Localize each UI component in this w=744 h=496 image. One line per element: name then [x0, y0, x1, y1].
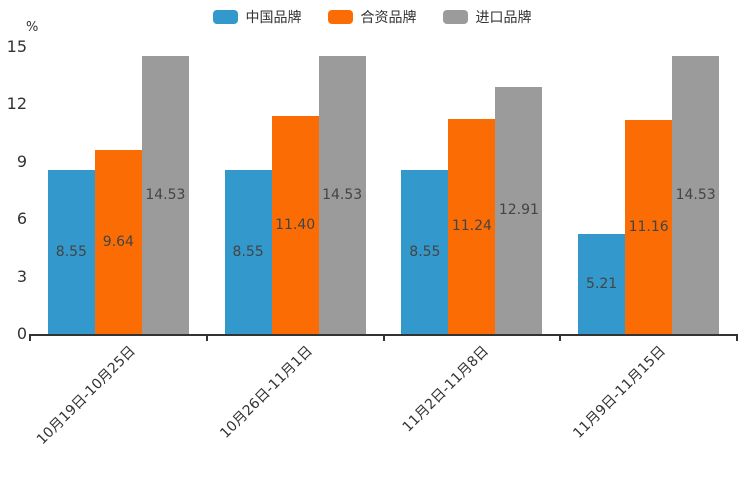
bar-中国品牌: 8.55 — [224, 170, 272, 334]
bar-value-label: 14.53 — [322, 186, 363, 203]
legend: 中国品牌 合资品牌 进口品牌 — [0, 7, 744, 27]
y-axis-tick-label: 12 — [6, 94, 27, 114]
x-axis-category-label: 11月9日-11月15日 — [570, 343, 670, 442]
legend-item-label: 进口品牌 — [475, 10, 532, 26]
bar-中国品牌: 8.55 — [401, 170, 449, 334]
x-axis-tick — [382, 336, 385, 341]
bar-value-label: 14.53 — [145, 186, 186, 203]
x-axis-tick — [29, 336, 31, 341]
bar-value-label: 11.16 — [628, 219, 669, 236]
bar-value-label: 9.64 — [102, 233, 134, 250]
bar-合资品牌: 11.40 — [271, 115, 319, 334]
bar-value-label: 12.91 — [498, 202, 539, 219]
x-axis-category-label: 11月2日-11月8日 — [400, 343, 493, 436]
x-axis-tick — [559, 336, 562, 341]
x-axis-category-label: 10月19日-10月25日 — [33, 343, 139, 448]
x-axis-tick — [205, 336, 208, 341]
bar-进口品牌: 12.91 — [495, 86, 543, 334]
bar-合资品牌: 9.64 — [94, 149, 142, 334]
bar-进口品牌: 14.53 — [318, 55, 366, 334]
legend-item-imported-brands[interactable]: 进口品牌 — [442, 7, 532, 27]
bar-中国品牌: 5.21 — [578, 234, 626, 334]
y-axis-tick-label: 0 — [16, 324, 27, 343]
legend-item-label: 中国品牌 — [245, 10, 302, 26]
bar-value-label: 14.53 — [675, 186, 716, 203]
x-axis-tick — [736, 336, 738, 341]
y-axis-tick-label: 15 — [6, 37, 27, 56]
bar-value-label: 8.55 — [409, 244, 441, 261]
bar-合资品牌: 11.24 — [448, 118, 496, 334]
legend-swatch-icon — [442, 10, 468, 24]
legend-item-label: 合资品牌 — [360, 10, 417, 26]
bar-value-label: 5.21 — [586, 276, 618, 293]
y-axis-tick-label: 3 — [16, 266, 27, 286]
bar-value-label: 8.55 — [55, 244, 87, 261]
bar-value-label: 11.40 — [275, 216, 316, 233]
bar-进口品牌: 14.53 — [672, 55, 720, 334]
legend-swatch-icon — [212, 10, 238, 24]
x-axis-category-label: 10月26日-11月1日 — [216, 343, 316, 442]
y-axis-tick-label: 6 — [16, 209, 27, 229]
legend-item-joint-venture-brands[interactable]: 合资品牌 — [327, 7, 417, 27]
legend-item-china-brands[interactable]: 中国品牌 — [212, 7, 302, 27]
x-axis-line — [29, 334, 738, 336]
legend-swatch-icon — [327, 10, 353, 24]
y-axis-tick-label: 9 — [16, 151, 27, 171]
bar-value-label: 8.55 — [232, 244, 264, 261]
bar-合资品牌: 11.16 — [625, 120, 673, 334]
bar-中国品牌: 8.55 — [47, 170, 95, 334]
y-axis-unit-label: % — [26, 20, 39, 35]
bar-value-label: 11.24 — [451, 218, 492, 235]
bar-进口品牌: 14.53 — [141, 55, 189, 334]
